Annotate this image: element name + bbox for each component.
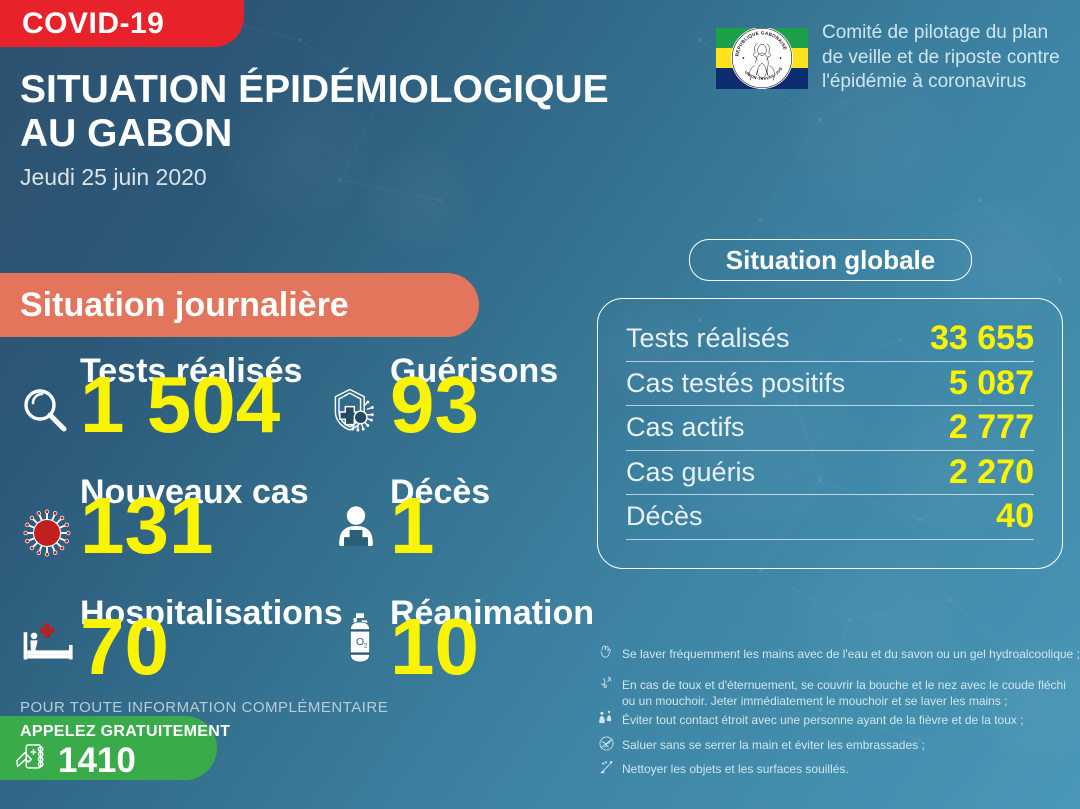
svg-text:2: 2: [364, 643, 368, 650]
svg-text:O: O: [356, 637, 364, 648]
